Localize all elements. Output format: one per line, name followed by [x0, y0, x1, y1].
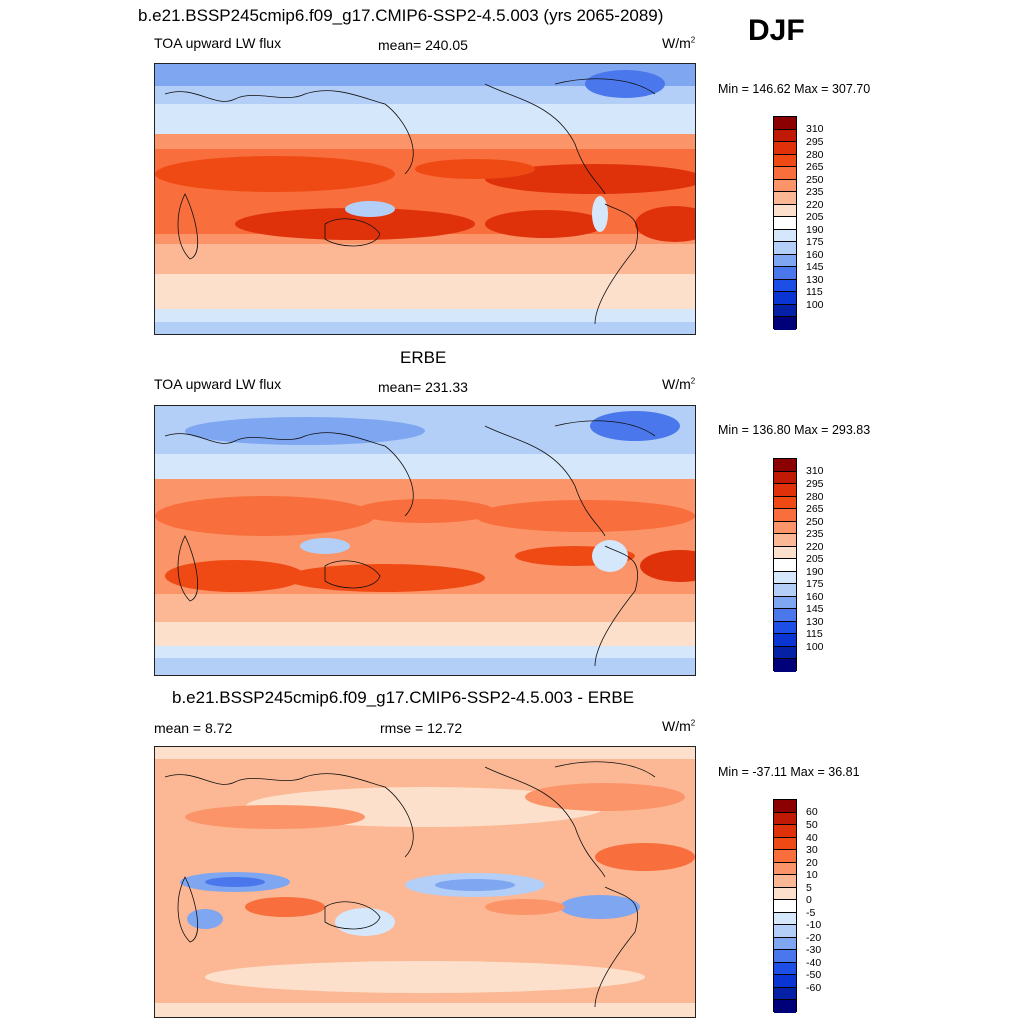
panel1-colorbar — [773, 116, 797, 330]
panel3-title: b.e21.BSSP245cmip6.f09_g17.CMIP6-SSP2-4.… — [172, 688, 635, 707]
panel1-colorbar-label: 115 — [806, 286, 823, 298]
panel3-colorbar-label: 5 — [806, 882, 812, 894]
panel2-colorbar — [773, 458, 797, 672]
panel2-colorbar-label: 250 — [806, 516, 824, 528]
panel2-colorbar-label: 280 — [806, 491, 824, 503]
panel2-colorbar-label: 205 — [806, 553, 824, 565]
panel1-colorbar-label: 160 — [806, 249, 824, 261]
panel3-mean-label: mean = 8.72 — [154, 720, 233, 736]
panel1-colorbar-label: 295 — [806, 136, 824, 148]
panel3-colorbar-label: 60 — [806, 806, 818, 818]
panel1-variable-label: TOA upward LW flux — [154, 35, 282, 51]
panel2-colorbar-label: 130 — [806, 616, 824, 628]
panel3-colorbar — [773, 799, 797, 1013]
panel3-units: W/m2 — [662, 718, 696, 734]
panel1-colorbar-label: 190 — [806, 224, 824, 236]
panel3-colorbar-label: 50 — [806, 819, 818, 831]
panel2-mean-label: mean= 231.33 — [378, 379, 468, 395]
panel1-map — [154, 63, 696, 335]
panel3-colorbar-label: 20 — [806, 857, 818, 869]
panel1-colorbar-label: 100 — [806, 299, 824, 311]
panel2-colorbar-label: 265 — [806, 503, 824, 515]
panel2-units: W/m2 — [662, 376, 696, 392]
panel3-colorbar-label: -30 — [806, 944, 822, 956]
panel3-colorbar-label: -60 — [806, 982, 822, 994]
panel3-colorbar-label: 40 — [806, 832, 818, 844]
panel1-colorbar-label: 220 — [806, 199, 824, 211]
panel1-colorbar-label: 145 — [806, 261, 824, 273]
season-label: DJF — [748, 14, 805, 47]
panel3-colorbar-label: -50 — [806, 969, 822, 981]
panel3-colorbar-label: 10 — [806, 869, 818, 881]
panel3-colorbar-label: -5 — [806, 907, 816, 919]
panel3-colorbar-label: -20 — [806, 932, 822, 944]
panel2-colorbar-label: 160 — [806, 591, 824, 603]
panel1-colorbar-label: 205 — [806, 211, 824, 223]
panel3-colorbar-label: -10 — [806, 919, 822, 931]
panel1-colorbar-label: 235 — [806, 186, 824, 198]
panel3-colorbar-label: 30 — [806, 844, 818, 856]
panel1-units: W/m2 — [662, 35, 696, 51]
panel1-colorbar-label: 310 — [806, 123, 824, 135]
panel3-map — [154, 746, 696, 1018]
panel2-colorbar-label: 310 — [806, 465, 824, 477]
panel1-colorbar-label: 265 — [806, 161, 824, 173]
panel2-minmax: Min = 136.80 Max = 293.83 — [718, 423, 871, 437]
panel2-variable-label: TOA upward LW flux — [154, 376, 282, 392]
panel2-colorbar-label: 220 — [806, 541, 824, 553]
panel3-rmse-label: rmse = 12.72 — [380, 720, 463, 736]
panel3-colorbar-label: -40 — [806, 957, 822, 969]
panel1-colorbar-label: 175 — [806, 236, 824, 248]
panel2-colorbar-label: 235 — [806, 528, 824, 540]
panel2-colorbar-label: 175 — [806, 578, 824, 590]
panel2-colorbar-label: 100 — [806, 641, 824, 653]
panel2-colorbar-label: 295 — [806, 478, 824, 490]
panel1-colorbar-label: 250 — [806, 174, 824, 186]
panel2-colorbar-label: 115 — [806, 628, 823, 640]
panel2-title: ERBE — [400, 348, 447, 367]
panel2-colorbar-label: 190 — [806, 566, 824, 578]
panel1-colorbar-label: 280 — [806, 149, 824, 161]
panel3-minmax: Min = -37.11 Max = 36.81 — [718, 765, 860, 779]
panel2-map — [154, 405, 696, 676]
panel1-mean-label: mean= 240.05 — [378, 37, 468, 53]
panel1-colorbar-label: 130 — [806, 274, 824, 286]
panel3-colorbar-label: 0 — [806, 894, 812, 906]
panel1-minmax: Min = 146.62 Max = 307.70 — [718, 82, 871, 96]
panel2-colorbar-label: 145 — [806, 603, 824, 615]
panel1-title: b.e21.BSSP245cmip6.f09_g17.CMIP6-SSP2-4.… — [138, 6, 664, 25]
